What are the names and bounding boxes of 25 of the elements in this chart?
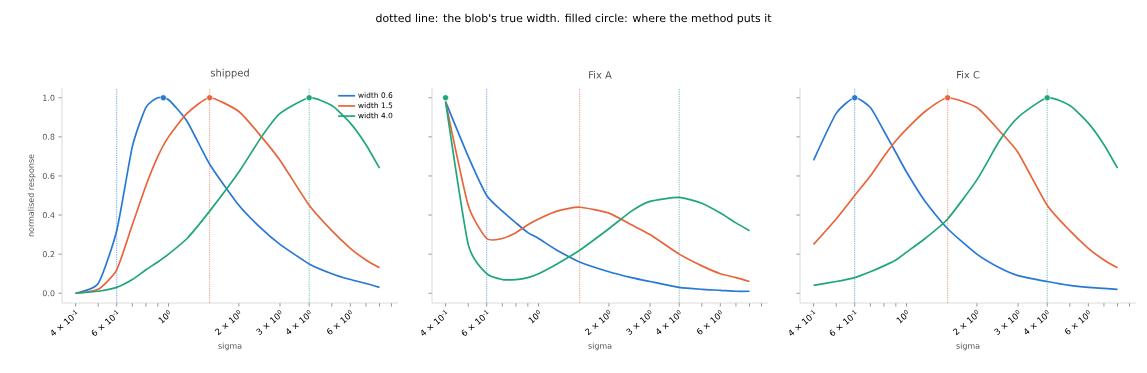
x-tick-label: 10$^{0}$ [528,310,540,324]
x-tick-label: 4 × 10$^{0}$ [1024,310,1049,335]
x-tick-label: 4 × 10$^{0}$ [656,310,681,335]
x-tick-label: 6 × 10$^{-1}$ [829,310,857,336]
x-tick-label: 2 × 10$^{0}$ [952,310,979,336]
x-tick-label: 4 × 10$^{0}$ [286,310,311,335]
chart-title: Fix C [957,70,980,79]
x-tick-label: 6 × 10$^{0}$ [1065,310,1090,335]
x-tick-label: 10$^{0}$ [896,310,908,324]
x-tick-label: 4 × 10$^{-1}$ [421,310,448,336]
chart-title: Fix A [589,70,612,79]
x-tick-label: 2 × 10$^{0}$ [584,310,611,336]
x-tick-label: 4 × 10$^{-1}$ [789,310,816,336]
text: dotted line: the blob's true width. filled circle: where the method puts it [376,13,772,25]
x-tick-label: 3 × 10$^{0}$ [255,310,282,336]
x-tick-label: 6 × 10$^{-1}$ [91,310,119,336]
x-tick-label: 4 × 10$^{-1}$ [51,310,78,336]
x-tick-label: 3 × 10$^{0}$ [994,310,1020,336]
chart-title: shipped [210,68,249,79]
x-tick-label: 2 × 10$^{0}$ [214,310,241,336]
x-tick-label: 3 × 10$^{0}$ [625,310,652,336]
x-tick-label: 6 × 10$^{0}$ [327,310,352,335]
x-tick-label: 10$^{0}$ [158,310,170,324]
x-tick-label: 6 × 10$^{-1}$ [461,310,489,336]
x-tick-label: 6 × 10$^{0}$ [697,310,722,335]
